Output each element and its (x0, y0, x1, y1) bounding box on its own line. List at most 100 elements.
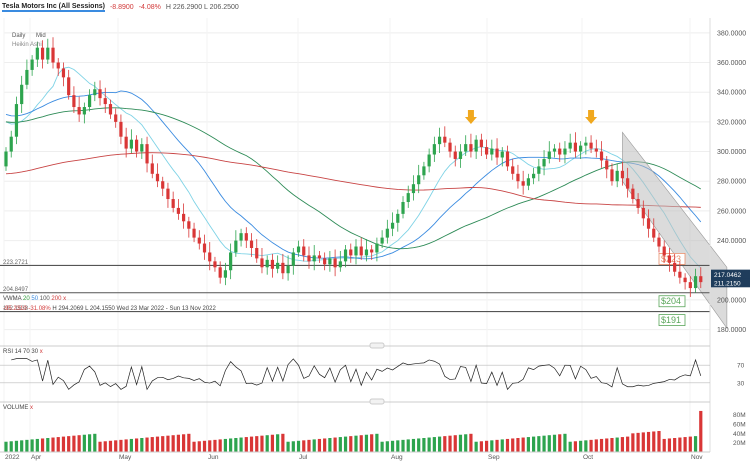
volume-bar (244, 437, 248, 452)
candle-body (453, 151, 457, 159)
level-badge (658, 314, 686, 326)
level-label: 192.1538 (3, 306, 29, 312)
volume-bar (155, 436, 160, 452)
candle-body (14, 104, 19, 137)
candle-body (474, 139, 478, 152)
volume-bar (396, 440, 400, 452)
candle-body (359, 246, 363, 256)
candle-body (98, 89, 102, 99)
rsi-line (11, 358, 702, 391)
candle-body (202, 243, 207, 253)
candle-body (265, 259, 269, 268)
volume-bar (61, 436, 66, 452)
candle-body (93, 89, 97, 96)
volume-bar (688, 436, 692, 452)
volume-bar (443, 436, 447, 452)
candle-body (626, 178, 630, 189)
price-tick-label: 280.0000 (717, 179, 746, 186)
volume-bar (579, 440, 583, 452)
volume-bar (265, 435, 269, 452)
candle-body (260, 258, 264, 268)
volume-bar (171, 435, 175, 452)
volume-bar (605, 438, 609, 452)
candle-body (72, 95, 76, 108)
volume-bar (182, 434, 186, 452)
volume-bar (521, 437, 525, 452)
candle-body (87, 95, 92, 108)
volume-bar (98, 441, 102, 452)
volume-bar (192, 441, 196, 452)
volume-resize-handle (369, 398, 385, 405)
price-change: -8.8900 (109, 4, 134, 11)
candle-body (568, 142, 572, 149)
ma-20-line (5, 66, 702, 269)
time-tick-label: May (119, 454, 132, 461)
time-axis: 2022 Apr May Jun Jul Aug Sep Oct Nov (0, 451, 710, 461)
candle-body (281, 262, 285, 274)
volume-bar (129, 438, 133, 452)
time-tick-label: Jun (208, 454, 219, 461)
volume-bar (673, 438, 677, 452)
rsi-resize-handle (369, 342, 385, 349)
volume-bar (563, 433, 567, 452)
vwma-range: H 294.2069 L 204.1550 Wed 23 Mar 2022 - … (52, 306, 216, 312)
close-icon[interactable]: x (30, 405, 34, 411)
volume-bar (411, 438, 416, 452)
time-tick-label: Jul (299, 454, 308, 461)
candle-body (505, 151, 510, 167)
candle-body (192, 228, 196, 238)
volume-bar (343, 436, 348, 452)
candle-body (46, 47, 50, 60)
symbol-title[interactable]: Tesla Motors Inc (All Sessions) (2, 3, 105, 12)
candle-body (631, 188, 635, 200)
time-tick-label: Oct (583, 454, 593, 461)
high-low-stats: H 226.2900 L 206.2500 (165, 4, 239, 11)
close-icon[interactable]: x (39, 349, 43, 355)
level-badge-text: $191 (661, 315, 681, 325)
interval-label[interactable]: Daily (12, 33, 26, 39)
rsi-param-70: 70 (23, 349, 30, 355)
candle-body (103, 98, 107, 105)
candle-body (417, 175, 421, 185)
candle-body (229, 252, 233, 271)
volume-bar (532, 436, 536, 452)
candle-body (354, 246, 358, 256)
volume-bar (72, 435, 76, 452)
volume-bar (4, 441, 8, 452)
volume-bar (417, 438, 421, 452)
price-type-label[interactable]: Mid (36, 33, 46, 39)
volume-bar (349, 436, 353, 452)
volume-bar (375, 433, 379, 452)
candle-body (615, 170, 619, 182)
candle-body (542, 158, 546, 167)
candle-body (380, 237, 384, 244)
price-label-text: 217.0462 (714, 272, 741, 279)
volume-bar (291, 441, 295, 452)
volume-bar (77, 435, 81, 452)
chart-style-label[interactable]: Heikin Ashi (12, 42, 42, 48)
volume-bar (490, 440, 494, 452)
moving-averages (5, 66, 702, 269)
volume-bar (427, 437, 431, 452)
candle-body (4, 151, 8, 167)
price-tick-label: 380.0000 (717, 30, 746, 37)
volume-bar (406, 439, 410, 452)
candle-body (699, 276, 703, 283)
candle-body (244, 233, 248, 241)
candle-body (432, 144, 436, 155)
level-badge (658, 253, 686, 265)
volume-bar (302, 440, 306, 452)
candle-body (427, 154, 431, 167)
candle-body (657, 237, 661, 247)
candle-body (526, 178, 530, 186)
close-icon[interactable]: x (63, 296, 67, 302)
volume-bar (249, 436, 254, 452)
candle-body (688, 282, 692, 289)
candle-body (683, 277, 687, 283)
candle-body (448, 142, 452, 152)
time-tick-label: Apr (31, 454, 42, 461)
candle-body (119, 121, 123, 137)
volume-bar (662, 438, 666, 452)
